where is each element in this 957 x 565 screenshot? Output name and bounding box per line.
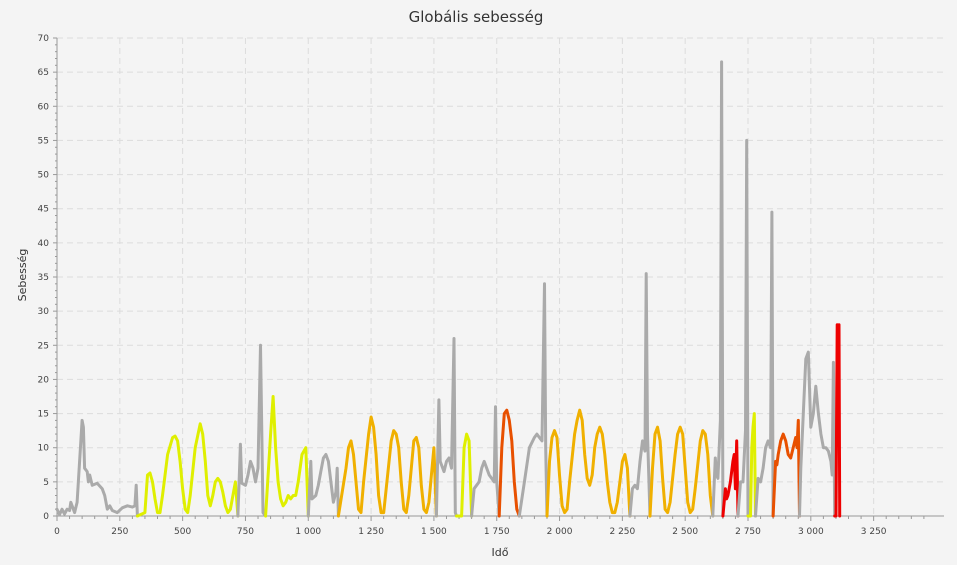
y-tick-label: 20 (38, 375, 50, 385)
series-line-13 (628, 272, 652, 518)
series-line-12 (545, 408, 632, 518)
x-tick-label: 3 000 (798, 527, 824, 537)
x-tick-label: 0 (54, 527, 60, 537)
x-tick-label: 1 500 (421, 527, 447, 537)
x-tick-label: 2 000 (547, 527, 573, 537)
x-tick-label: 2 750 (735, 527, 761, 537)
series-line-16 (721, 439, 740, 518)
series-line-20 (771, 418, 801, 518)
x-tick-label: 2 500 (672, 527, 698, 537)
y-tick-label: 35 (38, 273, 49, 283)
series-line-15 (711, 60, 725, 518)
y-tick-label: 45 (38, 205, 49, 215)
series-line-6 (336, 415, 438, 518)
x-tick-label: 2 250 (609, 527, 635, 537)
axes: 0 5 10 15 20 25 30 35 40 45 50 55 60 65 70 0 250 500 750 1 … (38, 34, 944, 537)
y-tick-label: 50 (38, 171, 50, 181)
y-tick-label: 30 (38, 307, 50, 317)
y-tick-label: 0 (43, 512, 49, 522)
x-tick-label: 750 (237, 527, 254, 537)
series-group (55, 60, 842, 518)
x-tick-label: 1 000 (295, 527, 321, 537)
series-line-17 (736, 138, 750, 518)
x-tick-label: 1 750 (484, 527, 510, 537)
x-tick-label: 1 250 (358, 527, 384, 537)
y-tick-label: 10 (38, 444, 50, 454)
series-line-5 (306, 453, 340, 518)
series-line-4 (264, 395, 310, 518)
series-line-3 (236, 343, 268, 518)
y-tick-label: 15 (38, 410, 49, 420)
x-tick-label: 500 (174, 527, 191, 537)
y-tick-label: 55 (38, 136, 49, 146)
series-line-14 (648, 425, 715, 518)
y-tick-label: 40 (38, 239, 50, 249)
series-line-22 (833, 323, 842, 518)
x-tick-label: 3 250 (861, 527, 887, 537)
series-line-11 (517, 282, 549, 518)
x-tick-label: 250 (111, 527, 128, 537)
y-tick-label: 5 (43, 478, 49, 488)
series-line-1 (55, 418, 139, 518)
x-axis-label: Idő (492, 546, 509, 559)
y-axis-label: Sebesség (16, 249, 29, 302)
series-line-7 (434, 337, 458, 518)
series-line-10 (497, 408, 521, 518)
series-line-2 (135, 422, 240, 518)
y-tick-label: 65 (38, 68, 49, 78)
y-tick-label: 25 (38, 341, 49, 351)
y-tick-label: 60 (38, 102, 50, 112)
y-tick-label: 70 (38, 34, 50, 44)
series-line-8 (455, 432, 474, 518)
chart-title: Globális sebesség (409, 8, 544, 26)
series-line-9 (470, 405, 501, 518)
series-line-21 (798, 350, 837, 518)
grid (57, 37, 944, 516)
series-line-18 (746, 412, 757, 518)
series-line-19 (754, 210, 775, 518)
